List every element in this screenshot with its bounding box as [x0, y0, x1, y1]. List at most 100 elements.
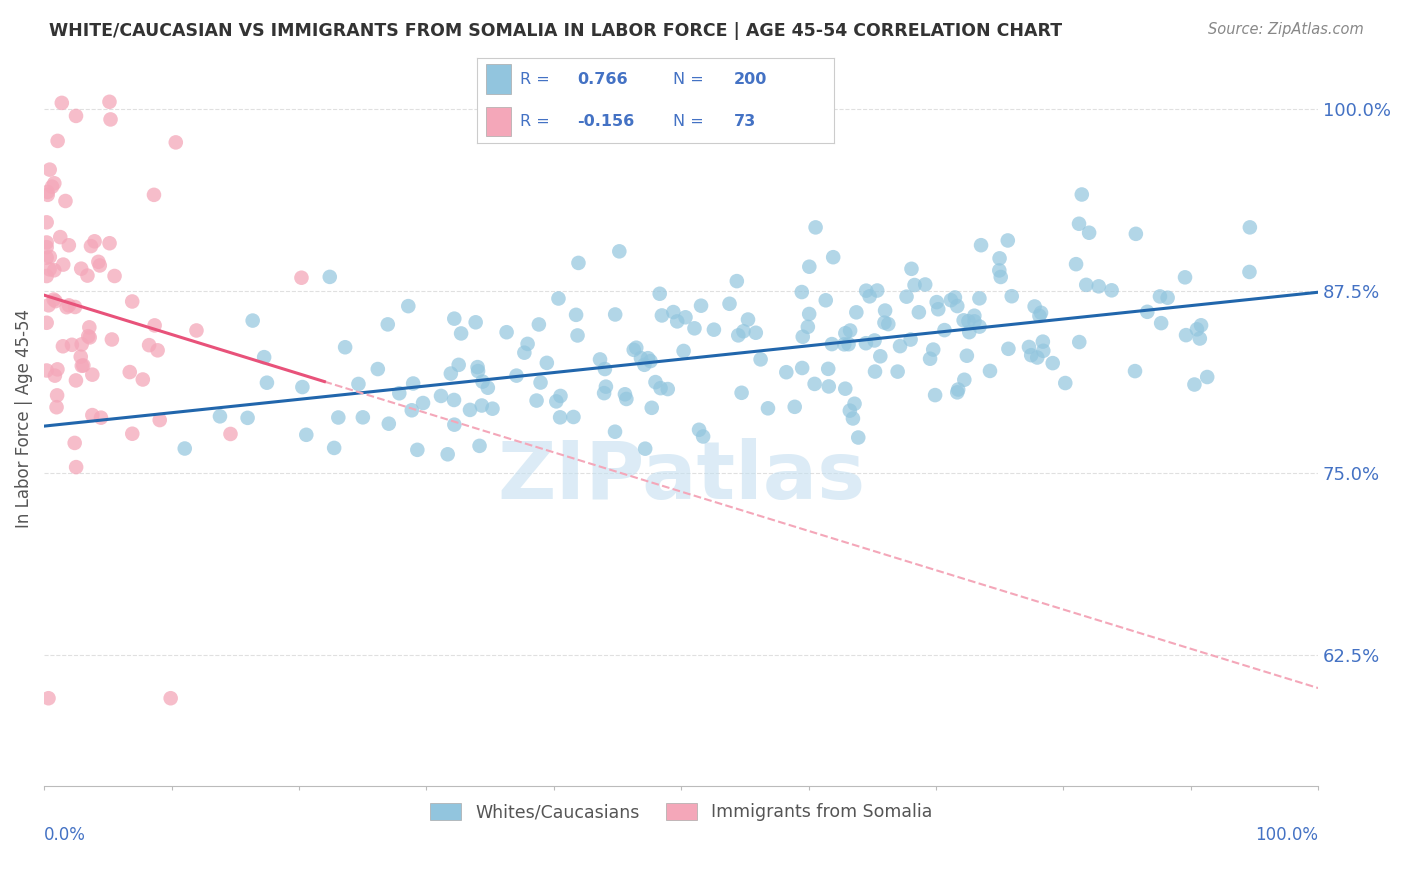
- Point: [77, 329, 100, 343]
- Point: [143, 187, 166, 202]
- Point: [436, 447, 458, 461]
- Point: [650, 381, 672, 395]
- Point: [846, 430, 869, 444]
- Point: [845, 305, 868, 319]
- Point: [52, 258, 75, 272]
- Point: [838, 337, 860, 351]
- Point: [132, 372, 155, 386]
- Point: [82, 408, 104, 422]
- Point: [173, 442, 195, 456]
- Point: [412, 396, 434, 410]
- Point: [44, 294, 66, 309]
- Point: [990, 270, 1012, 285]
- Point: [733, 324, 755, 338]
- Point: [957, 325, 980, 339]
- Point: [637, 351, 659, 366]
- Point: [896, 290, 918, 304]
- Point: [550, 389, 572, 403]
- Point: [565, 308, 588, 322]
- Point: [804, 220, 827, 235]
- Point: [548, 410, 571, 425]
- Point: [855, 284, 877, 298]
- Point: [1184, 377, 1206, 392]
- Point: [46, 134, 69, 148]
- Point: [957, 314, 980, 328]
- Point: [589, 352, 612, 367]
- Point: [1069, 334, 1091, 349]
- Point: [1070, 187, 1092, 202]
- Point: [347, 376, 370, 391]
- Point: [688, 423, 710, 437]
- Point: [236, 410, 259, 425]
- Point: [37, 187, 59, 202]
- Point: [63, 300, 86, 314]
- Point: [1024, 300, 1046, 314]
- Point: [603, 425, 626, 439]
- Point: [1019, 348, 1042, 362]
- Point: [38, 250, 60, 264]
- Point: [37, 691, 59, 706]
- Point: [1018, 340, 1040, 354]
- Point: [98, 95, 121, 109]
- Point: [186, 323, 208, 337]
- Point: [149, 413, 172, 427]
- Point: [1156, 291, 1178, 305]
- Point: [450, 326, 472, 341]
- Point: [467, 364, 489, 378]
- Point: [367, 362, 389, 376]
- Point: [440, 367, 463, 381]
- Point: [1101, 283, 1123, 297]
- Point: [792, 361, 814, 376]
- Point: [1239, 220, 1261, 235]
- Point: [922, 343, 945, 357]
- Point: [869, 349, 891, 363]
- Point: [644, 375, 666, 389]
- Point: [607, 244, 630, 259]
- Point: [505, 368, 527, 383]
- Point: [82, 368, 104, 382]
- Point: [783, 400, 806, 414]
- Point: [35, 363, 58, 377]
- Point: [803, 376, 825, 391]
- Point: [63, 436, 86, 450]
- Point: [859, 289, 882, 303]
- Point: [65, 460, 87, 475]
- Y-axis label: In Labor Force | Age 45-54: In Labor Force | Age 45-54: [15, 309, 32, 527]
- Point: [1136, 305, 1159, 319]
- Point: [988, 263, 1011, 277]
- Point: [1189, 318, 1212, 333]
- Point: [662, 305, 685, 319]
- Point: [641, 401, 664, 415]
- Point: [1032, 334, 1054, 349]
- Point: [295, 427, 318, 442]
- Point: [1032, 343, 1054, 358]
- Point: [121, 294, 143, 309]
- Point: [60, 338, 83, 352]
- Point: [626, 341, 648, 355]
- Point: [35, 215, 58, 229]
- Point: [536, 356, 558, 370]
- Point: [290, 270, 312, 285]
- Point: [378, 417, 401, 431]
- Point: [443, 392, 465, 407]
- Point: [969, 291, 991, 305]
- Point: [970, 238, 993, 252]
- Point: [100, 112, 122, 127]
- Point: [914, 277, 936, 292]
- Point: [58, 238, 80, 252]
- Point: [756, 401, 779, 416]
- Point: [727, 328, 749, 343]
- Point: [651, 309, 673, 323]
- Point: [35, 251, 58, 265]
- Point: [775, 365, 797, 379]
- Point: [101, 333, 124, 347]
- Point: [939, 293, 962, 308]
- Point: [45, 401, 67, 415]
- Text: WHITE/CAUCASIAN VS IMMIGRANTS FROM SOMALIA IN LABOR FORCE | AGE 45-54 CORRELATIO: WHITE/CAUCASIAN VS IMMIGRANTS FROM SOMAL…: [49, 22, 1063, 40]
- Point: [1054, 376, 1077, 390]
- Point: [83, 235, 105, 249]
- Point: [920, 351, 942, 366]
- Point: [946, 385, 969, 400]
- Point: [516, 337, 538, 351]
- Point: [562, 409, 585, 424]
